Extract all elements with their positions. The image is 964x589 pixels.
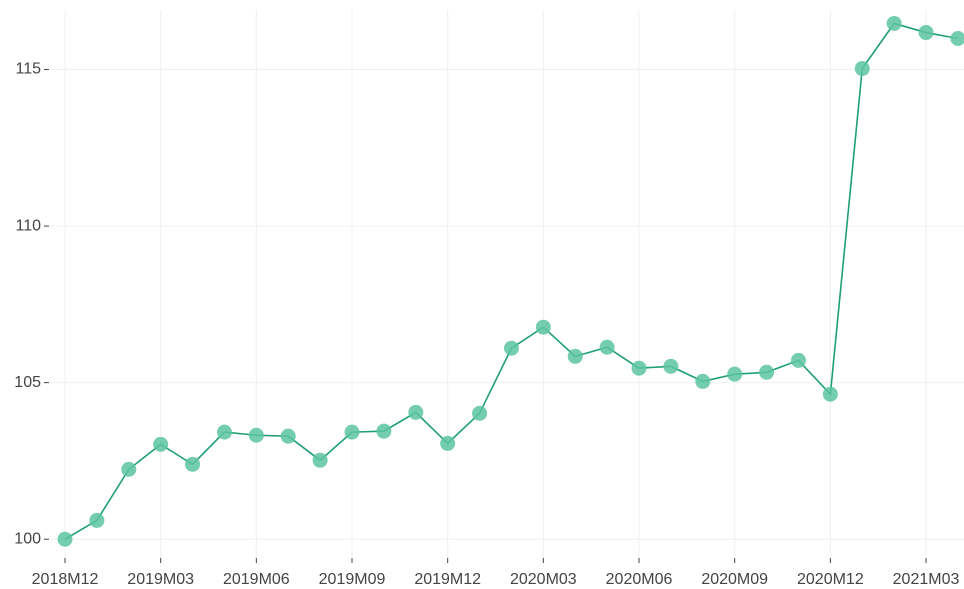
- point: [663, 358, 679, 374]
- x-tick-label: 2019M09: [319, 571, 386, 588]
- point: [567, 348, 583, 364]
- point: [344, 424, 360, 440]
- x-tick-label: 2019M12: [414, 571, 481, 588]
- point: [440, 435, 456, 451]
- point: [312, 452, 328, 468]
- y-tick-label: 100: [14, 530, 41, 547]
- point: [408, 404, 424, 420]
- point: [472, 405, 488, 421]
- point: [822, 386, 838, 402]
- x-tick-label: 2020M06: [606, 571, 673, 588]
- point: [121, 461, 137, 477]
- x-tick-label: 2020M03: [510, 571, 577, 588]
- point: [248, 427, 264, 443]
- point: [535, 319, 551, 335]
- x-tick-label: 2021M03: [893, 571, 960, 588]
- point: [599, 339, 615, 355]
- point: [280, 428, 296, 444]
- point: [918, 25, 934, 41]
- point: [503, 340, 519, 356]
- x-tick-label: 2020M12: [797, 571, 864, 588]
- point: [376, 423, 392, 439]
- point: [727, 366, 743, 382]
- point: [854, 61, 870, 77]
- point: [631, 360, 647, 376]
- x-tick-label: 2019M03: [127, 571, 194, 588]
- point: [216, 424, 232, 440]
- point: [695, 373, 711, 389]
- point: [185, 456, 201, 472]
- y-tick-label: 105: [14, 374, 41, 391]
- point: [89, 512, 105, 528]
- point: [153, 436, 169, 452]
- point: [57, 531, 73, 547]
- y-tick-label: 115: [15, 61, 41, 78]
- point: [886, 15, 902, 31]
- point: [759, 364, 775, 380]
- point: [790, 352, 806, 368]
- x-tick-label: 2020M09: [701, 571, 768, 588]
- point: [950, 30, 964, 46]
- x-tick-label: 2019M06: [223, 571, 290, 588]
- y-tick-label: 110: [15, 217, 41, 234]
- x-tick-label: 2018M12: [32, 571, 99, 588]
